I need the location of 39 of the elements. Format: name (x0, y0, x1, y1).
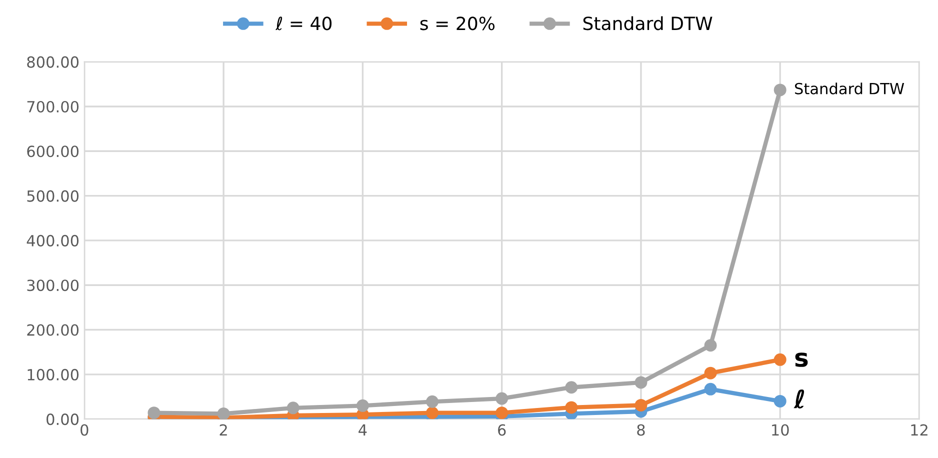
point (774, 353, 786, 366)
annotation: ℓ (794, 390, 804, 408)
x-tick-label: 12 (911, 424, 928, 436)
point (148, 406, 160, 420)
legend-label: Standard DTW (583, 16, 712, 30)
x-tick-label: 10 (772, 424, 789, 436)
point (704, 382, 717, 396)
y-tick-label: 700.00 (27, 100, 79, 113)
point (565, 381, 578, 394)
point (774, 84, 786, 96)
annotation: s (795, 352, 808, 367)
point (565, 401, 578, 414)
point (634, 376, 648, 389)
y-tick-label: 100.00 (28, 368, 79, 380)
legend-label: ℓ = 40 (275, 16, 332, 30)
y-tick-label: 0.00 (46, 414, 79, 426)
point (496, 392, 508, 405)
point (774, 394, 786, 408)
annotation: Standard DTW (795, 82, 904, 94)
x-tick-label: 8 (637, 424, 645, 436)
point (356, 399, 369, 412)
point (426, 406, 439, 420)
point (426, 395, 439, 408)
y-tick-label: 500.00 (27, 190, 79, 202)
point (634, 398, 648, 412)
y-tick-label: 200.00 (27, 324, 79, 336)
x-tick-label: 4 (358, 424, 367, 436)
x-tick-label: 2 (220, 424, 227, 436)
legend-label: s = 20% (420, 16, 495, 30)
point (704, 339, 717, 352)
y-tick-label: 300.00 (27, 280, 79, 292)
y-tick-label: 400.00 (26, 234, 79, 246)
point (217, 407, 230, 420)
x-tick-label: 6 (498, 424, 506, 436)
y-tick-label: 600.00 (27, 146, 79, 158)
y-tick-label: 800.00 (27, 56, 79, 68)
point (286, 402, 300, 414)
point (704, 366, 717, 380)
x-tick-label: 0 (80, 424, 88, 436)
